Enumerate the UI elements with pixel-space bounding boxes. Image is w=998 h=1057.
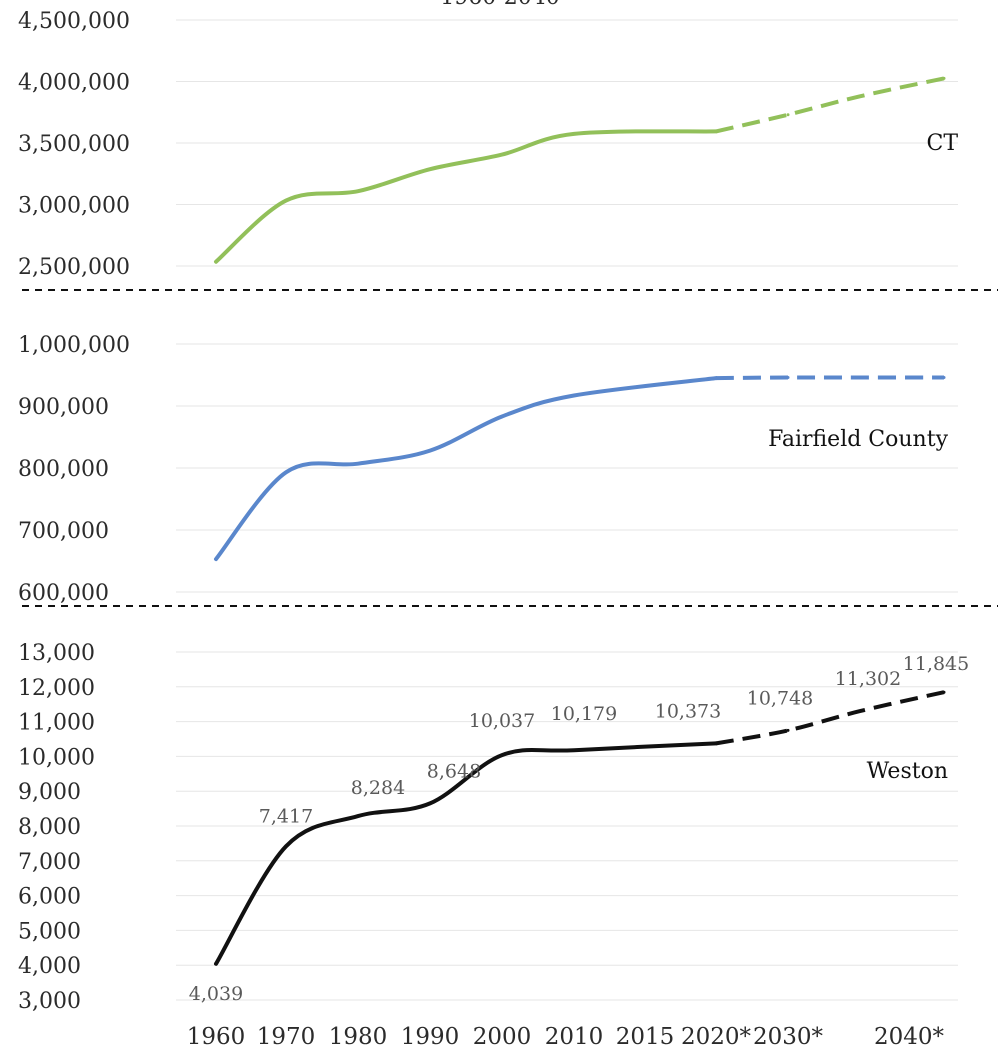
data-point xyxy=(858,94,862,98)
panel-2: 1,000,000 900,000 800,000 700,000 600,000 Fai… xyxy=(18,333,958,606)
x-tick-label: 2020* xyxy=(681,1024,752,1050)
data-label: 7,417 xyxy=(259,805,313,827)
data-point xyxy=(356,814,360,818)
y-tick-label: 4,500,000 xyxy=(18,9,130,34)
series-label: CT xyxy=(926,131,958,156)
data-point xyxy=(214,557,218,561)
series-label: Weston xyxy=(867,759,948,784)
y-tick-label: 13,000 xyxy=(18,641,95,666)
y-tick-label: 1,000,000 xyxy=(18,333,130,358)
data-point xyxy=(284,844,288,848)
data-label: 11,302 xyxy=(835,668,901,690)
data-point xyxy=(428,167,432,171)
y-tick-label: 4,000,000 xyxy=(18,71,130,96)
data-point xyxy=(500,415,504,419)
data-point xyxy=(214,260,218,264)
data-point xyxy=(428,449,432,453)
data-point xyxy=(858,709,862,713)
series-line-projected xyxy=(715,375,944,381)
data-point xyxy=(786,728,790,732)
data-point xyxy=(858,375,862,379)
panel-1: 4,500,000 4,000,000 3,500,000 3,000,000 2,50… xyxy=(18,9,958,280)
y-tick-label: 5,000 xyxy=(18,919,81,944)
x-tick-label: 2010 xyxy=(545,1024,604,1050)
y-tick-label: 2,500,000 xyxy=(18,255,130,280)
y-tick-label: 12,000 xyxy=(18,676,95,701)
x-tick-label: 2000 xyxy=(473,1024,532,1050)
data-point xyxy=(714,129,718,133)
x-tick-label: 1960 xyxy=(187,1024,246,1050)
y-tick-label: 3,500,000 xyxy=(18,132,130,157)
data-point xyxy=(284,199,288,203)
x-tick-label: 1980 xyxy=(329,1024,388,1050)
data-label: 10,037 xyxy=(469,710,535,732)
series-line-projected xyxy=(715,690,945,746)
x-axis: 1960 1970 1980 1990 2000 2010 2015 2020* 2030* 20… xyxy=(187,1024,945,1050)
data-point xyxy=(572,748,576,752)
data-point xyxy=(942,375,946,379)
data-label: 10,748 xyxy=(747,687,813,709)
data-point xyxy=(942,76,946,80)
data-point xyxy=(356,462,360,466)
data-label: 4,039 xyxy=(189,983,243,1005)
x-tick-label: 2040* xyxy=(874,1024,945,1050)
series-line-actual xyxy=(214,129,718,264)
data-point xyxy=(714,741,718,745)
y-tick-label: 600,000 xyxy=(18,581,109,606)
x-tick-label: 1990 xyxy=(401,1024,460,1050)
data-point xyxy=(786,113,790,117)
series-line-actual xyxy=(214,376,718,562)
y-tick-label: 11,000 xyxy=(18,711,95,736)
data-point xyxy=(786,375,790,379)
chart-title: 1960-2040 xyxy=(440,0,559,10)
data-label: 8,284 xyxy=(351,777,405,799)
data-point xyxy=(284,470,288,474)
data-point xyxy=(428,801,432,805)
data-point xyxy=(572,132,576,136)
y-tick-label: 700,000 xyxy=(18,519,109,544)
y-tick-label: 9,000 xyxy=(18,780,81,805)
data-point xyxy=(942,690,946,694)
data-point xyxy=(500,153,504,157)
data-point xyxy=(714,376,718,380)
y-tick-label: 7,000 xyxy=(18,850,81,875)
y-tick-label: 10,000 xyxy=(18,745,95,770)
panel-3: 13,000 12,000 11,000 10,000 9,000 8,000 7,000 6… xyxy=(18,641,969,1014)
y-tick-label: 800,000 xyxy=(18,457,109,482)
y-tick-label: 8,000 xyxy=(18,815,81,840)
data-label: 8,648 xyxy=(427,760,481,782)
y-tick-label: 3,000 xyxy=(18,989,81,1014)
y-tick-label: 3,000,000 xyxy=(18,194,130,219)
x-tick-label: 1970 xyxy=(257,1024,316,1050)
y-tick-label: 900,000 xyxy=(18,395,109,420)
data-label: 10,179 xyxy=(551,703,617,725)
series-line-projected xyxy=(715,76,945,134)
y-tick-label: 6,000 xyxy=(18,885,81,910)
data-point xyxy=(572,393,576,397)
x-tick-label: 2030* xyxy=(753,1024,824,1050)
data-point xyxy=(500,753,504,757)
data-point xyxy=(356,189,360,193)
series-label: Fairfield County xyxy=(768,427,949,452)
x-tick-label: 2015 xyxy=(616,1024,675,1050)
data-label: 10,373 xyxy=(655,700,721,722)
data-point xyxy=(214,962,218,966)
y-tick-label: 4,000 xyxy=(18,954,81,979)
data-label: 11,845 xyxy=(903,653,969,675)
